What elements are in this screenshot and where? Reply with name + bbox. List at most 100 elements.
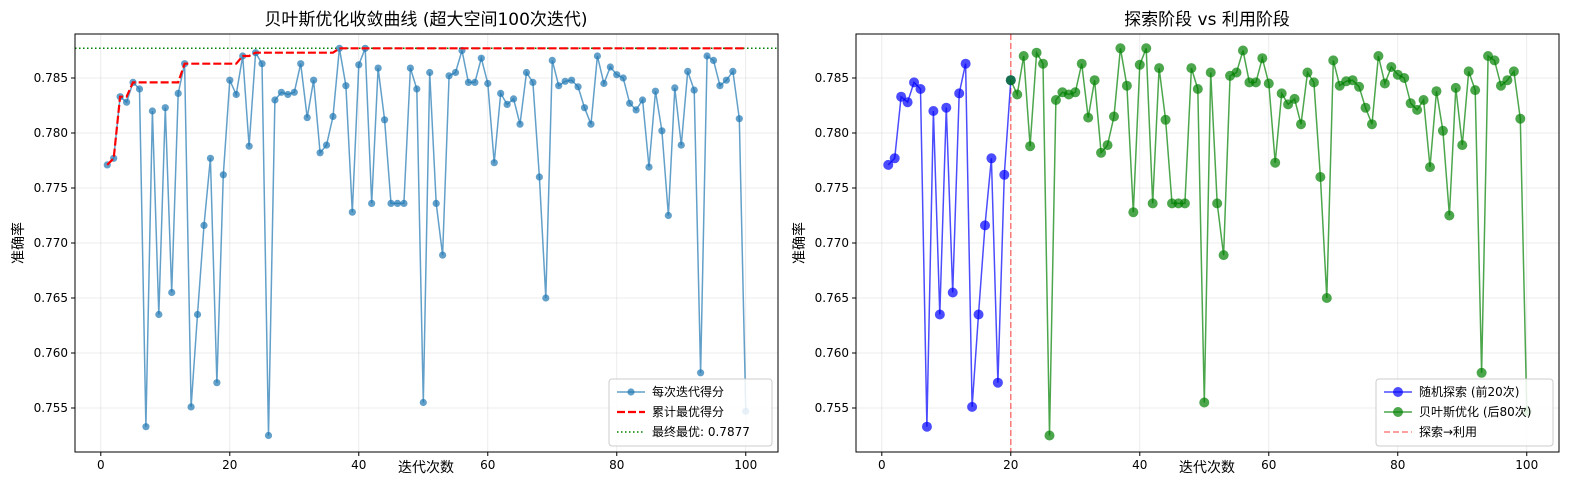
legend-right: 随机探索 (前20次) 贝叶斯优化 (后80次) 探索→利用 [1375,378,1554,447]
data-point [973,309,984,320]
data-point [155,310,163,319]
data-point [1160,114,1171,125]
data-point [497,89,505,97]
data-point [1379,78,1390,89]
data-point [921,421,932,432]
data-point [992,377,1003,388]
y-tick-label: 0.775 [34,181,68,195]
x-ticks-left: 0 20 40 60 80 100 [97,452,757,472]
data-point [658,127,666,135]
series-line-iteration-score [106,48,747,436]
data-point [979,220,990,231]
data-point [1328,55,1339,66]
data-point [568,76,576,84]
y-tick-label: 0.755 [34,401,68,415]
y-tick-label: 0.760 [34,346,68,360]
data-point [735,115,743,123]
data-point [1050,95,1061,105]
data-point [1321,293,1332,303]
data-point [902,97,913,108]
data-point [1463,66,1474,77]
data-point [606,63,614,71]
explore-exploit-chart: 探索阶段 vs 利用阶段 0 20 40 60 80 100 0.755 0.760 0.76… [791,10,1560,476]
x-tick-label: 80 [1390,458,1405,472]
x-tick-label: 0 [97,458,105,472]
data-point [1250,77,1261,88]
data-point [697,369,705,377]
data-point [1437,125,1448,136]
data-point [387,199,395,207]
legend-label: 累计最优得分 [652,404,724,419]
data-point [335,44,344,52]
data-point [413,85,421,93]
data-point [297,60,305,68]
data-point [1296,119,1307,130]
data-point [1302,67,1313,78]
data-point [284,90,292,99]
x-axis-label-right: 迭代次数 [1179,460,1235,476]
x-tick-label: 60 [480,458,495,472]
legend-swatch-marker [1393,407,1403,417]
data-point [1038,58,1049,69]
data-point [1025,141,1036,152]
data-point [1425,162,1436,173]
data-point [1121,80,1132,91]
legend-label: 贝叶斯优化 (后80次) [1419,405,1531,419]
data-point [1231,67,1242,78]
data-point [471,78,479,86]
data-point [161,104,169,112]
data-point [477,54,485,62]
y-tick-label: 0.765 [34,291,68,305]
data-point [600,79,608,88]
data-point [638,96,647,104]
data-point [509,95,518,103]
data-point [219,171,227,179]
data-point [1399,73,1410,83]
data-point [889,153,900,164]
data-point [1263,78,1274,89]
data-point [1076,58,1087,69]
data-point [548,56,556,64]
y-axis-label-right: 准确率 [791,222,808,264]
data-point [503,100,511,108]
data-point [206,154,215,162]
data-point [1212,198,1223,209]
data-point [329,112,337,121]
data-point [1373,51,1384,61]
x-tick-label: 20 [222,458,237,472]
legend-label: 探索→利用 [1419,425,1477,439]
data-point [264,431,273,440]
data-point [1205,67,1216,78]
data-point [451,68,460,77]
data-point [671,84,679,92]
data-point [1192,84,1203,94]
y-ticks-left: 0.755 0.760 0.765 0.770 0.775 0.780 0.785 [34,71,75,415]
x-tick-label: 100 [1515,458,1538,472]
plot-area-left [75,44,778,440]
data-point [439,251,447,259]
data-point [574,83,582,91]
data-point [1515,113,1526,124]
data-point [1450,82,1461,93]
legend-box [608,378,773,447]
data-point [1199,397,1210,408]
data-point [426,68,434,77]
data-point [380,116,389,124]
data-point [1141,43,1152,54]
data-point [1431,86,1442,97]
legend-label: 每次迭代得分 [652,384,724,399]
data-point [168,288,176,297]
data-point [245,142,253,150]
data-point [226,76,234,84]
convergence-chart: 贝叶斯优化收敛曲线 (超大空间100次迭代) 0 20 40 60 80 100 0.75… [10,10,779,476]
chart-title-left: 贝叶斯优化收敛曲线 (超大空间100次迭代) [264,10,587,30]
data-point [1308,77,1319,88]
data-point [522,68,531,77]
data-point [934,309,945,320]
series-line-random-explore [887,63,1012,427]
data-point [400,199,408,207]
data-point [1089,75,1100,86]
data-point [928,106,939,116]
data-point [1508,66,1519,77]
